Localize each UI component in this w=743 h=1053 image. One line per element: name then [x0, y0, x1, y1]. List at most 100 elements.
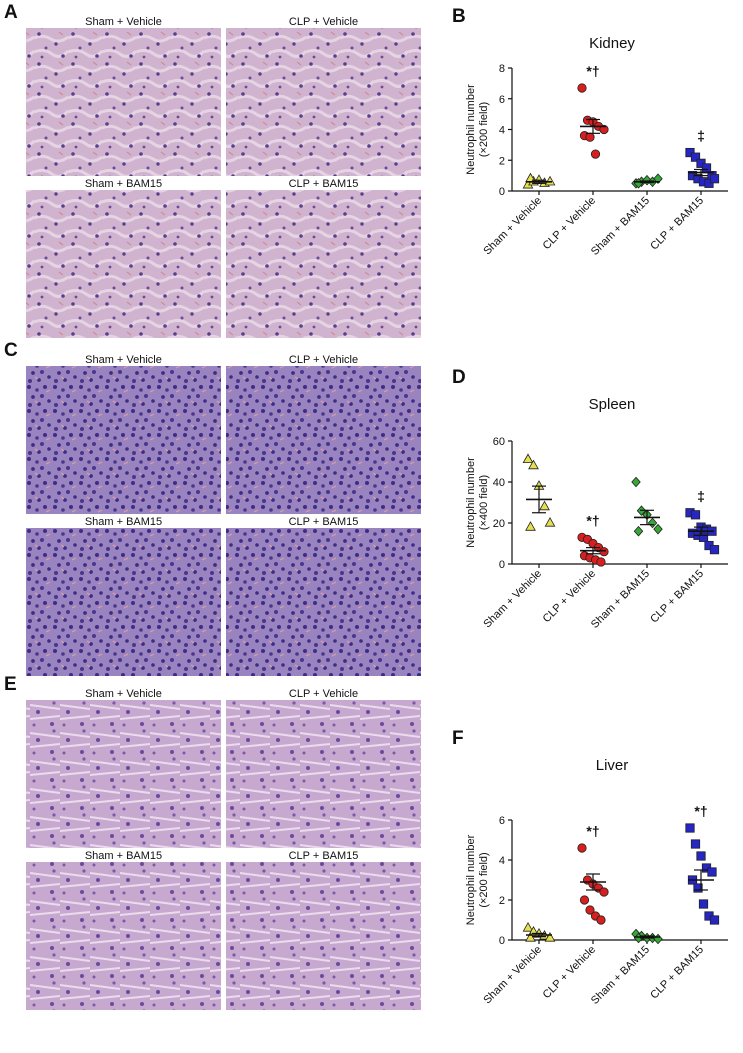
image-caption: Sham + Vehicle	[85, 16, 162, 28]
data-point	[707, 867, 717, 877]
image-caption: Sham + Vehicle	[85, 688, 162, 700]
y-tick-label: 8	[499, 63, 505, 75]
data-point	[693, 883, 703, 893]
data-point	[577, 83, 587, 93]
data-point	[704, 178, 714, 188]
data-point	[701, 163, 712, 173]
data-point	[528, 459, 539, 470]
data-point	[599, 547, 609, 557]
x-tick-label: CLP + BAM15	[648, 944, 706, 1002]
data-point	[696, 851, 706, 861]
micrograph	[26, 28, 221, 176]
y-tick-label: 2	[499, 155, 505, 167]
panel-label: F	[452, 728, 464, 749]
y-tick-label: 0	[499, 935, 505, 947]
data-point	[577, 843, 587, 853]
y-tick-label: 0	[499, 186, 505, 198]
data-point	[590, 149, 601, 159]
x-tick-label: Sham + BAM15	[589, 195, 652, 258]
data-point	[709, 915, 720, 925]
data-point	[599, 124, 609, 135]
micrograph	[26, 528, 221, 676]
panel-label: B	[452, 6, 466, 27]
data-point	[599, 887, 609, 897]
x-tick-label: Sham + Vehicle	[481, 195, 544, 258]
image-caption: CLP + Vehicle	[289, 16, 358, 28]
y-tick-label: 0	[499, 559, 505, 571]
micrograph	[226, 528, 421, 676]
y-tick-label: 2	[499, 895, 505, 907]
y-axis-label: Neutrophil number	[465, 84, 477, 175]
micrograph	[26, 700, 221, 848]
panel-label: D	[452, 367, 466, 388]
data-point	[544, 175, 556, 186]
x-tick-label: Sham + Vehicle	[481, 944, 544, 1007]
y-tick-label: 20	[493, 518, 505, 530]
panel-label: E	[4, 674, 17, 695]
panel-label: A	[4, 2, 18, 23]
micrograph	[226, 190, 421, 338]
data-point	[709, 545, 720, 555]
x-tick-label: Sham + BAM15	[589, 944, 652, 1007]
y-tick-label: 6	[499, 94, 505, 106]
data-point	[633, 525, 644, 537]
micrograph	[26, 862, 221, 1010]
chart-title: Kidney	[589, 35, 635, 52]
x-tick-label: Sham + BAM15	[589, 568, 652, 631]
data-point	[544, 516, 556, 527]
image-caption: CLP + BAM15	[289, 850, 359, 862]
data-point	[653, 523, 663, 535]
chart-title: Liver	[596, 757, 629, 774]
y-axis-label: (×200 field)	[478, 102, 490, 157]
data-point	[525, 521, 536, 531]
x-tick-label: CLP + BAM15	[648, 568, 706, 626]
image-caption: CLP + Vehicle	[289, 354, 358, 366]
data-point	[596, 557, 606, 567]
micrograph	[226, 366, 421, 514]
significance-mark: *†	[694, 803, 707, 819]
micrograph	[26, 366, 221, 514]
x-tick-label: CLP + Vehicle	[541, 195, 598, 252]
data-point	[585, 132, 595, 142]
data-point	[698, 532, 709, 542]
x-tick-label: CLP + BAM15	[648, 195, 706, 253]
significance-mark: ‡	[697, 128, 705, 144]
data-point	[522, 453, 534, 464]
micrograph	[226, 862, 421, 1010]
image-caption: CLP + BAM15	[289, 178, 359, 190]
data-point	[696, 158, 706, 168]
data-point	[690, 510, 701, 520]
image-caption: Sham + BAM15	[85, 178, 162, 190]
image-caption: CLP + BAM15	[289, 516, 359, 528]
y-axis-label: (×400 field)	[478, 475, 490, 530]
x-tick-label: CLP + Vehicle	[541, 944, 598, 1001]
data-point	[579, 895, 590, 905]
y-axis-label: Neutrophil number	[465, 834, 477, 925]
data-point	[709, 174, 720, 184]
y-tick-label: 40	[493, 477, 505, 489]
data-point	[544, 931, 556, 942]
data-point	[690, 152, 701, 162]
data-point	[690, 839, 701, 849]
panel-label: C	[4, 340, 18, 361]
data-point	[585, 905, 595, 915]
significance-mark: *†	[586, 823, 599, 839]
image-caption: Sham + BAM15	[85, 516, 162, 528]
y-tick-label: 4	[499, 125, 505, 137]
data-point	[647, 517, 658, 529]
micrograph	[26, 190, 221, 338]
significance-mark: *†	[586, 512, 599, 528]
data-point	[522, 921, 534, 932]
y-tick-label: 4	[499, 855, 505, 867]
data-point	[631, 476, 641, 488]
data-point	[685, 147, 695, 158]
image-caption: Sham + BAM15	[85, 850, 162, 862]
micrograph	[226, 700, 421, 848]
chart-title: Spleen	[589, 396, 636, 413]
significance-mark: *†	[586, 63, 599, 79]
x-tick-label: Sham + Vehicle	[481, 568, 544, 631]
micrograph	[226, 28, 421, 176]
data-point	[596, 915, 606, 925]
y-tick-label: 6	[499, 815, 505, 827]
